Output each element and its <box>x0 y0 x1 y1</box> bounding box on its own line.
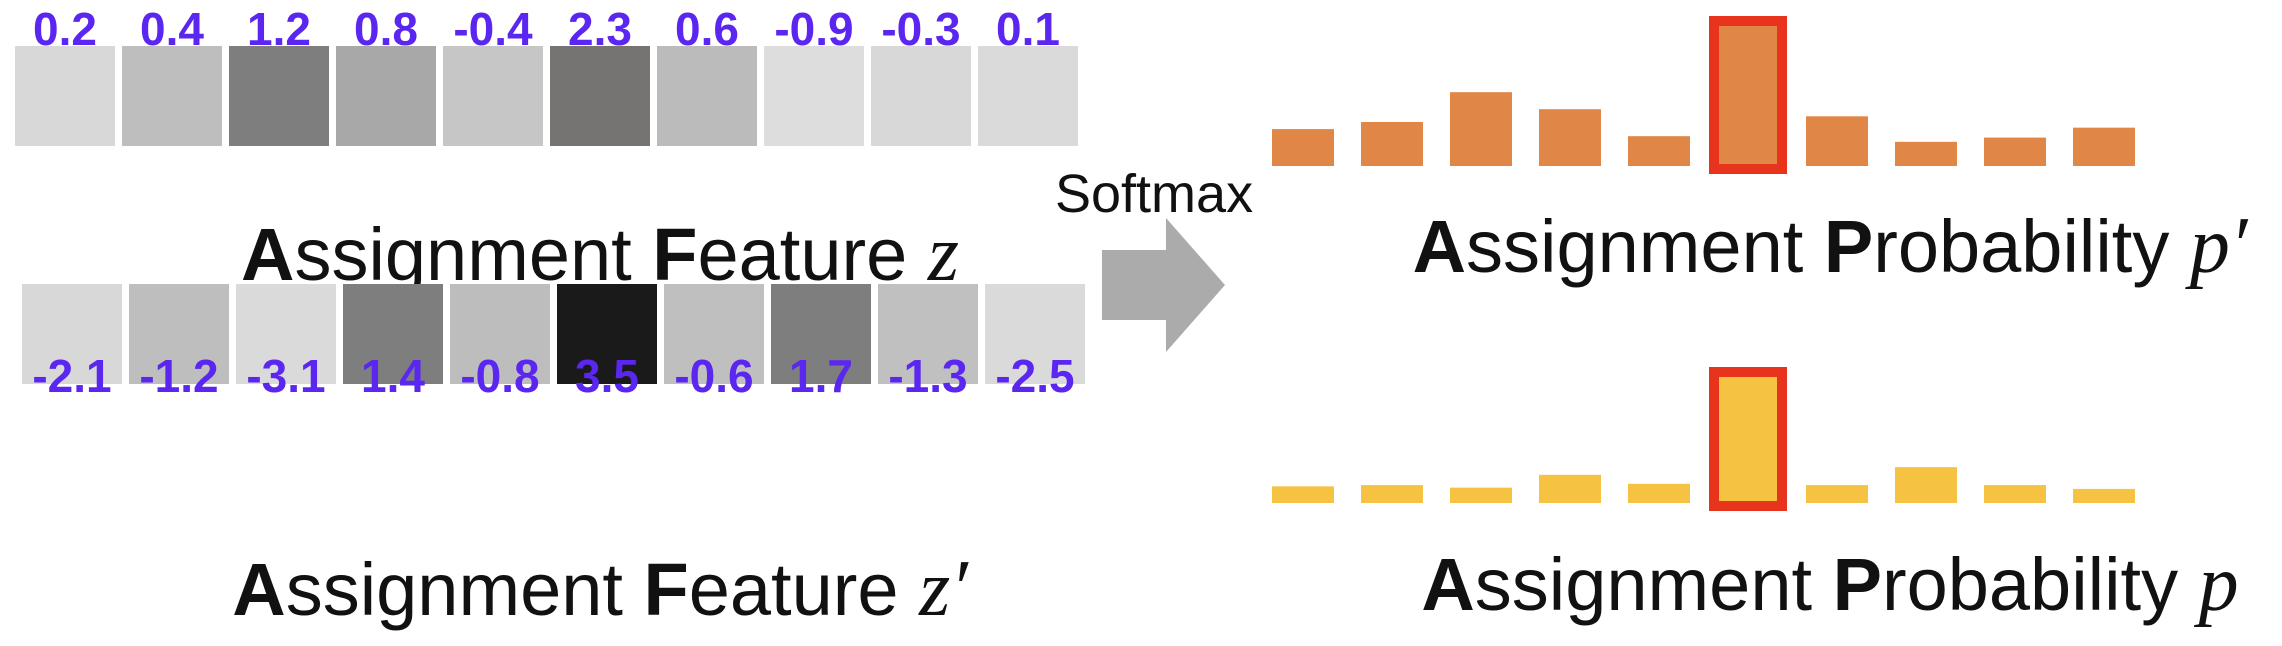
feature-value-label: 0.1 <box>996 3 1060 55</box>
caption-initial-f: F <box>652 213 697 296</box>
feature-value-label: 0.4 <box>140 3 204 55</box>
caption-initial-a: A <box>241 213 294 296</box>
feature-value-label: -0.3 <box>881 3 960 55</box>
probability-bar <box>1450 487 1512 503</box>
softmax-label: Softmax <box>1055 164 1253 224</box>
caption-word-eature: eature <box>689 548 919 631</box>
caption-word-ssignment: ssignment <box>286 548 644 631</box>
probability-bar <box>2073 127 2135 166</box>
feature-value-label: -0.4 <box>453 3 533 55</box>
probability-bar <box>1450 92 1512 166</box>
feature-value-label: -0.6 <box>674 350 753 402</box>
highlight-box <box>1709 367 1787 511</box>
feature-value-label: 0.6 <box>675 3 739 55</box>
feature-cell <box>15 46 115 146</box>
feature-cell <box>978 46 1078 146</box>
highlight-box <box>1709 16 1787 174</box>
feature-cell <box>122 46 222 146</box>
feature-value-label: 1.2 <box>247 3 311 55</box>
probability-bar <box>1272 129 1334 166</box>
probability-bar <box>1984 485 2046 503</box>
probability-bar <box>1806 485 1868 503</box>
assignment-feature-z: 0.2 0.4 1.2 0.8 -0.4 2.3 0.6 -0.9 -0.3 0.1 <box>15 3 1078 146</box>
caption-initial-a: A <box>1421 543 1474 626</box>
feature-cell <box>129 284 229 384</box>
feature-cell <box>22 284 122 384</box>
feature-cell <box>871 46 971 146</box>
feature-value-label: 0.8 <box>354 3 418 55</box>
feature-value-label: 3.5 <box>575 350 639 402</box>
feature-cell <box>236 284 336 384</box>
feature-cell <box>336 46 436 146</box>
assignment-probability-p-prime <box>1272 16 2135 174</box>
feature-cell <box>764 46 864 146</box>
probability-bar <box>1984 137 2046 166</box>
caption-probability-p-prime: Assignment Probability p′ <box>1413 202 2249 290</box>
caption-math-z: z <box>927 210 959 298</box>
feature-value-label: -3.1 <box>246 350 325 402</box>
feature-cell <box>343 284 443 384</box>
feature-value-label: -2.5 <box>995 350 1074 402</box>
feature-cell <box>550 46 650 146</box>
caption-word-robability: robability <box>1882 543 2199 626</box>
probability-bar <box>1539 109 1601 166</box>
feature-cell <box>771 284 871 384</box>
feature-cell <box>657 46 757 146</box>
caption-initial-a: A <box>1413 205 1466 288</box>
feature-value-label: 0.2 <box>33 3 97 55</box>
feature-cell <box>985 284 1085 384</box>
caption-initial-p: P <box>1824 205 1873 288</box>
feature-value-label: -2.1 <box>32 350 111 402</box>
feature-value-label: -0.8 <box>460 350 539 402</box>
feature-cell <box>664 284 764 384</box>
probability-bar <box>1628 483 1690 503</box>
feature-cell <box>229 46 329 146</box>
feature-cell <box>450 284 550 384</box>
probability-bar <box>1717 375 1779 503</box>
assignment-probability-p <box>1272 367 2135 511</box>
caption-word-ssignment: ssignment <box>1475 543 1833 626</box>
caption-math-z-prime: z′ <box>918 545 969 633</box>
probability-bar <box>1895 467 1957 503</box>
caption-feature-z: Assignment Feature z <box>241 210 959 298</box>
caption-word-ssignment: ssignment <box>1466 205 1824 288</box>
caption-word-ssignment: ssignment <box>294 213 652 296</box>
feature-cell <box>878 284 978 384</box>
feature-value-label: 2.3 <box>568 3 632 55</box>
probability-bar <box>1806 116 1868 166</box>
caption-word-eature: eature <box>697 213 927 296</box>
feature-value-label: -1.2 <box>139 350 218 402</box>
caption-probability-p: Assignment Probability p <box>1421 540 2238 628</box>
probability-bar <box>2073 488 2135 503</box>
caption-word-robability: robability <box>1873 205 2190 288</box>
caption-math-p: p <box>2194 540 2239 628</box>
probability-bar <box>1272 486 1334 503</box>
caption-initial-a: A <box>232 548 285 631</box>
probability-bar <box>1361 121 1423 166</box>
probability-bar <box>1361 485 1423 503</box>
feature-cell <box>443 46 543 146</box>
feature-value-label: -1.3 <box>888 350 967 402</box>
feature-value-label: 1.4 <box>361 350 425 402</box>
probability-bar <box>1628 136 1690 166</box>
feature-cell <box>557 284 657 384</box>
probability-bar <box>1895 141 1957 166</box>
caption-initial-f: F <box>644 548 689 631</box>
assignment-feature-z-prime: -2.1 -1.2 -3.1 1.4 -0.8 3.5 -0.6 1.7 -1.3 -2.5 <box>22 284 1085 402</box>
caption-initial-p: P <box>1833 543 1882 626</box>
probability-bar <box>1539 474 1601 503</box>
feature-value-label: -0.9 <box>774 3 853 55</box>
caption-feature-z-prime: Assignment Feature z′ <box>232 545 969 633</box>
feature-value-label: 1.7 <box>789 350 853 402</box>
caption-math-p-prime: p′ <box>2185 202 2249 290</box>
right-arrow-icon <box>1102 218 1225 352</box>
probability-bar <box>1717 24 1779 166</box>
